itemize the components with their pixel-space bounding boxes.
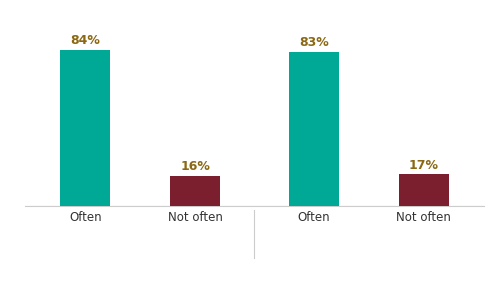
- Text: 83%: 83%: [299, 36, 329, 49]
- Text: 84%: 84%: [70, 34, 100, 47]
- Bar: [289, 51, 339, 206]
- Bar: [170, 176, 220, 206]
- Bar: [60, 50, 110, 206]
- Text: 17%: 17%: [409, 158, 439, 172]
- Text: 16%: 16%: [180, 160, 210, 173]
- Bar: [399, 174, 449, 206]
